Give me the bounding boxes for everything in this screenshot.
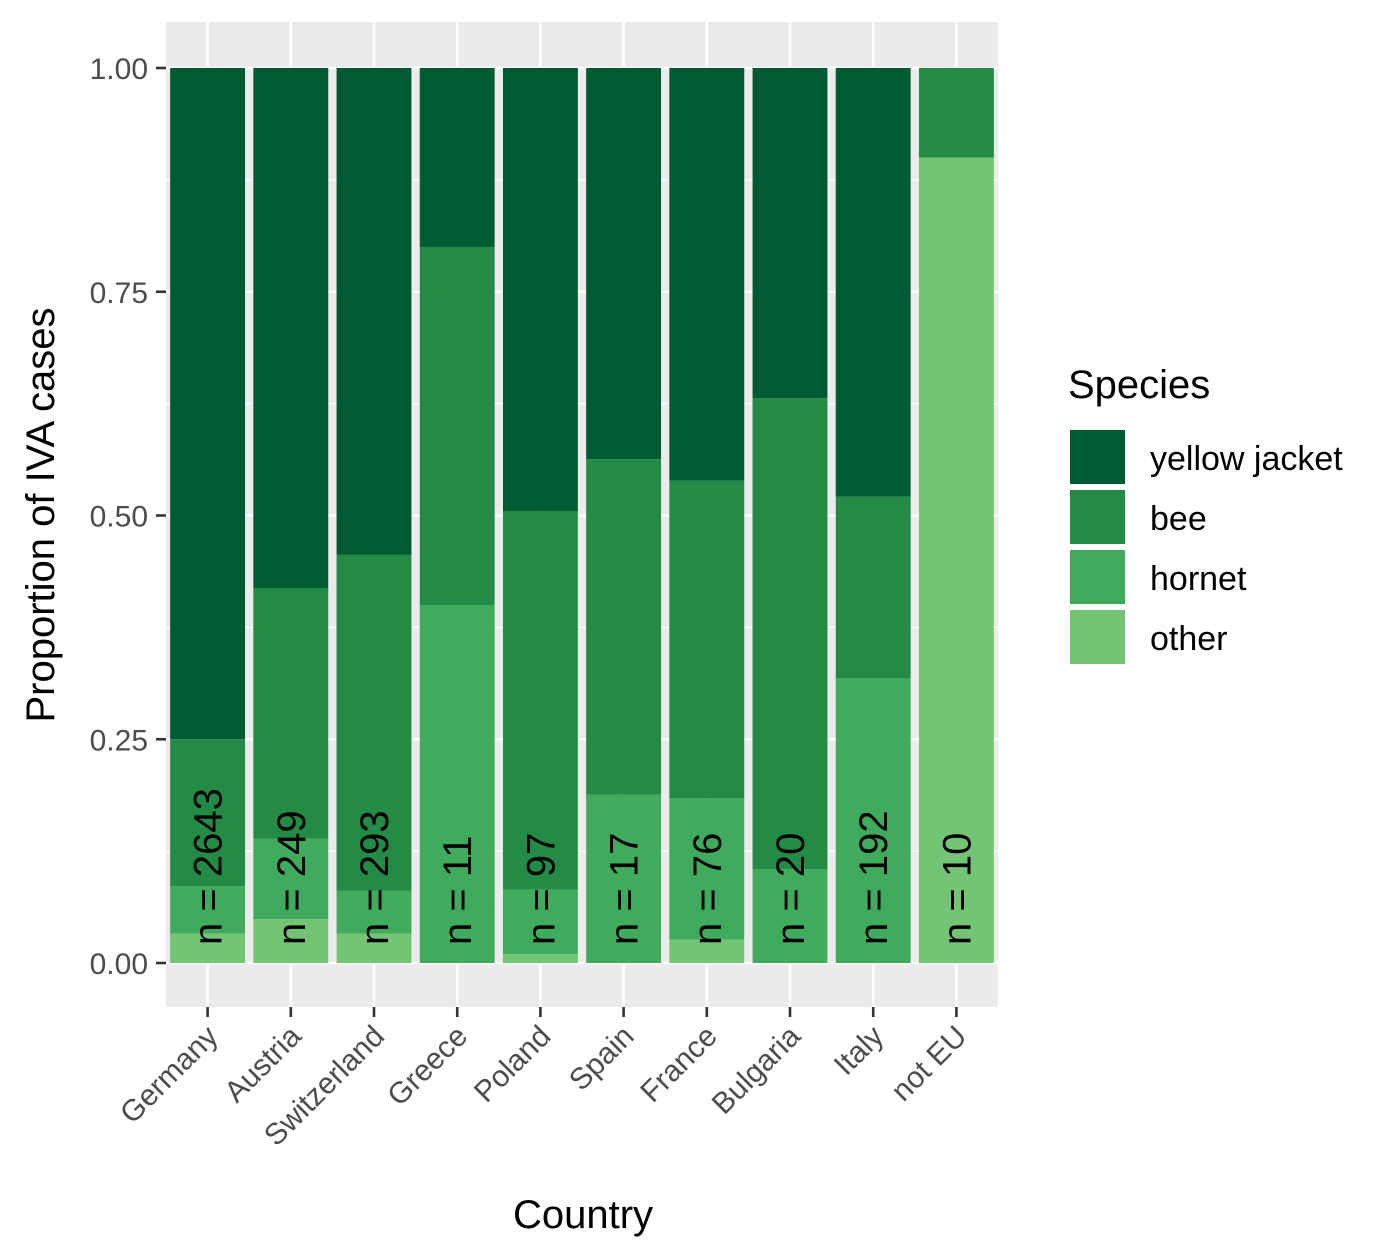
y-tick-label: 0.75 [90,277,148,310]
bar-segment-hornet [419,605,495,963]
bar-segment-bee [586,459,662,795]
legend: Species yellow jacket bee hornet other [1068,363,1343,664]
bar-segment-other [170,933,246,963]
bar-segment-hornet [752,869,828,963]
bar-segment-bee [918,68,994,158]
bar-segment-bee [336,554,412,891]
legend-label: bee [1150,500,1207,538]
x-tick-label: Greece [381,1020,474,1113]
bar-segment-hornet [669,798,745,940]
y-tick-label: 0.00 [90,948,148,981]
legend-key [1070,430,1125,484]
x-tick-label: Germany [114,1020,225,1131]
legend-label: yellow jacket [1150,440,1343,478]
sample-size-label: n = 10 [935,833,979,945]
legend-key [1070,550,1125,604]
sample-size-label: n = 11 [436,836,480,945]
y-tick-label: 0.50 [90,501,148,534]
bars [170,68,994,963]
bar-segment-yellow-jacket [170,68,246,740]
bar-segment-yellow-jacket [835,68,911,497]
y-tick-label: 1.00 [90,53,148,86]
x-tick-label: Poland [468,1020,557,1109]
bar-segment-bee [253,587,329,839]
y-axis: 0.00 0.25 0.50 0.75 1.00 [90,53,166,981]
sample-size-label: n = 293 [353,810,397,945]
legend-label: other [1150,620,1228,658]
x-tick-label: Italy [828,1020,890,1082]
sample-size-label: n = 97 [519,833,563,945]
bar-segment-bee [502,511,578,890]
bar-segment-hornet [586,794,662,963]
bar-segment-bee [752,398,828,870]
x-tick-label: not EU [885,1020,973,1108]
bar-segment-bee [419,247,495,605]
x-axis-title: Country [513,1193,653,1237]
bar-segment-hornet [170,886,246,934]
bar-segment-hornet [502,889,578,955]
sample-size-label: n = 20 [769,833,813,945]
bar-segment-hornet [336,890,412,934]
sample-size-label: n = 249 [270,810,314,945]
bar-segment-other [336,933,412,963]
bar-segment-hornet [835,678,911,963]
sample-size-label: n = 2643 [187,788,231,945]
sample-size-label: n = 17 [603,833,647,945]
x-tick-label: Bulgaria [706,1019,807,1120]
bar-segment-yellow-jacket [253,68,329,588]
bar-segment-yellow-jacket [336,68,412,555]
bar-segment-other [502,954,578,963]
bar-segment-yellow-jacket [586,68,662,460]
bar-segment-other [669,939,745,963]
y-tick-label: 0.25 [90,724,148,757]
y-axis-title: Proportion of IVA cases [19,307,63,722]
legend-key [1070,490,1125,544]
x-tick-label: Spain [563,1020,641,1098]
bar-segment-yellow-jacket [669,68,745,481]
bar-segment-yellow-jacket [752,68,828,399]
bar-segment-hornet [253,838,329,920]
bar-segment-bee [835,496,911,679]
bar-segment-bee [669,480,745,799]
bar-segment-yellow-jacket [419,68,495,247]
sample-size-label: n = 76 [686,833,730,945]
legend-label: hornet [1150,560,1247,598]
sample-size-label: n = 192 [852,810,896,945]
legend-title: Species [1068,363,1210,407]
bar-segment-other [253,919,329,963]
sample-size-labels: n = 2643 n = 249 n = 293 n = 11 n = 97 n = 17… [187,788,980,945]
bar-segment-yellow-jacket [502,68,578,512]
bar-segment-other [918,157,994,963]
legend-key [1070,610,1125,664]
bar-segment-bee [170,739,246,887]
